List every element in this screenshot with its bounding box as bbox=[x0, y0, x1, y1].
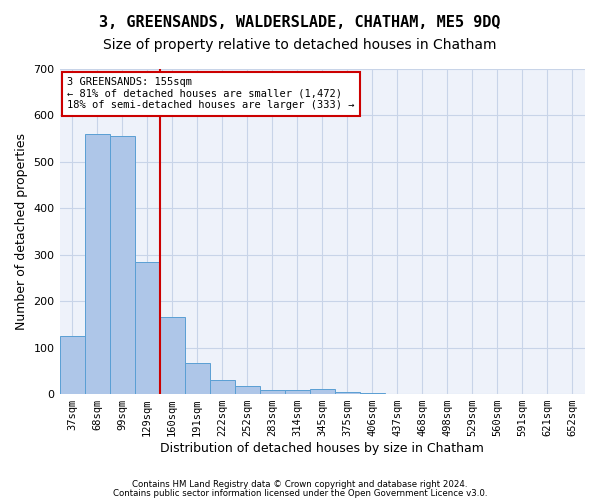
Bar bbox=[85, 134, 110, 394]
X-axis label: Distribution of detached houses by size in Chatham: Distribution of detached houses by size … bbox=[160, 442, 484, 455]
Bar bbox=[209, 380, 235, 394]
Text: Contains HM Land Registry data © Crown copyright and database right 2024.: Contains HM Land Registry data © Crown c… bbox=[132, 480, 468, 489]
Bar bbox=[235, 386, 260, 394]
Bar bbox=[59, 336, 85, 394]
Text: Size of property relative to detached houses in Chatham: Size of property relative to detached ho… bbox=[103, 38, 497, 52]
Bar bbox=[134, 262, 160, 394]
Text: Contains public sector information licensed under the Open Government Licence v3: Contains public sector information licen… bbox=[113, 488, 487, 498]
Bar bbox=[310, 390, 335, 394]
Bar bbox=[160, 318, 185, 394]
Bar bbox=[360, 392, 385, 394]
Text: 3, GREENSANDS, WALDERSLADE, CHATHAM, ME5 9DQ: 3, GREENSANDS, WALDERSLADE, CHATHAM, ME5… bbox=[99, 15, 501, 30]
Text: 3 GREENSANDS: 155sqm
← 81% of detached houses are smaller (1,472)
18% of semi-de: 3 GREENSANDS: 155sqm ← 81% of detached h… bbox=[67, 77, 355, 110]
Bar bbox=[335, 392, 360, 394]
Bar bbox=[185, 362, 209, 394]
Bar bbox=[110, 136, 134, 394]
Y-axis label: Number of detached properties: Number of detached properties bbox=[15, 133, 28, 330]
Bar bbox=[285, 390, 310, 394]
Bar bbox=[260, 390, 285, 394]
